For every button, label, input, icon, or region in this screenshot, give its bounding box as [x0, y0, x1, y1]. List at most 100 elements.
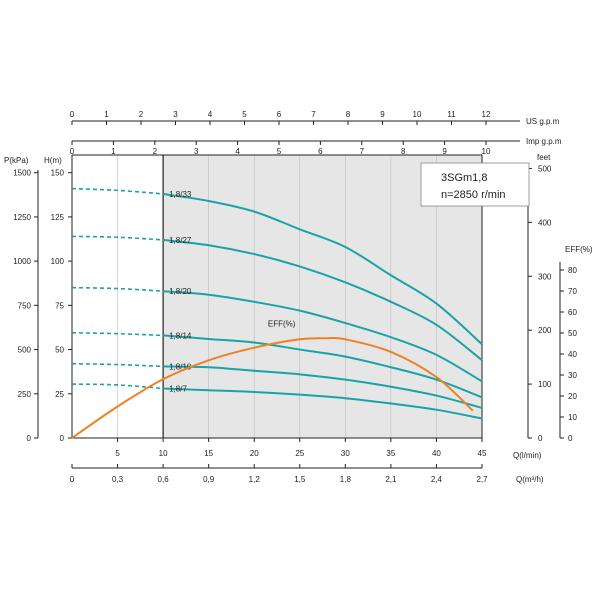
eff-tick-label: 20	[568, 392, 577, 401]
pressure-tick-label: 1250	[13, 213, 31, 222]
us-gpm-tick-label: 11	[447, 110, 456, 119]
pressure-tick-label: 1000	[13, 257, 31, 266]
eff-axis-label: EFF(%)	[565, 245, 593, 254]
head-axis-label: H(m)	[44, 156, 62, 165]
head-curve-line	[162, 192, 483, 346]
head-curve-label: 1,8/14	[169, 331, 192, 340]
imp-gpm-tick-label: 4	[235, 147, 240, 156]
imp-gpm-tick-label: 1	[111, 147, 116, 156]
q-lmin-axis-label: Q(l/min)	[513, 451, 542, 460]
model-info-box	[420, 162, 530, 207]
head-curve-1-8-20: 1,8/20	[71, 286, 483, 383]
us-gpm-tick-label: 10	[413, 110, 422, 119]
q-lmin-tick-label: 10	[159, 449, 168, 458]
q-lmin-tick-label: 35	[386, 449, 395, 458]
eff-tick-label: 50	[568, 329, 577, 338]
imp-gpm-tick-label: 5	[277, 147, 282, 156]
head-curve-label: 1,8/27	[169, 236, 192, 245]
head-curve-dashed-segment	[71, 187, 164, 195]
us-gpm-tick-label: 2	[139, 110, 144, 119]
head-tick-label: 150	[51, 169, 65, 178]
q-lmin-tick-label: 25	[295, 449, 304, 458]
head-tick-label: 0	[60, 434, 65, 443]
efficiency-curve: EFF(%)	[71, 319, 474, 439]
q-m3h-tick-label: 0	[70, 475, 75, 484]
us-gpm-tick-label: 9	[380, 110, 385, 119]
head-curve-dashed-segment	[71, 383, 164, 390]
us-gpm-tick-label: 12	[482, 110, 491, 119]
imp-gpm-tick-label: 9	[442, 147, 447, 156]
imp-gpm-tick-label: 0	[70, 147, 75, 156]
feet-tick-label: 200	[538, 326, 552, 335]
us-gpm-tick-label: 6	[277, 110, 282, 119]
speed-label: n=2850 r/min	[441, 189, 506, 201]
pressure-tick-label: 0	[27, 434, 32, 443]
imp-gpm-tick-label: 6	[318, 147, 323, 156]
eff-tick-label: 40	[568, 350, 577, 359]
imp-gpm-tick-label: 8	[401, 147, 406, 156]
head-curve-dashed-segment	[71, 235, 164, 241]
feet-tick-label: 0	[538, 434, 543, 443]
head-curve-line	[163, 290, 483, 383]
q-m3h-tick-label: 1,8	[340, 475, 352, 484]
head-curve-line	[162, 238, 483, 361]
head-curve-1-8-7: 1,8/7	[71, 383, 483, 420]
pressure-tick-label: 750	[18, 301, 32, 310]
head-curve-1-8-33: 1,8/33	[71, 187, 483, 346]
model-label: 3SGm1,8	[441, 172, 487, 184]
q-m3h-tick-label: 2,4	[431, 475, 443, 484]
head-tick-label: 25	[55, 390, 64, 399]
q-m3h-tick-label: 0,3	[112, 475, 124, 484]
head-curve-line	[163, 334, 483, 399]
efficiency-curve-line	[71, 336, 474, 439]
head-curves: 1,8/33 1,8/27 1,8/20 1,8/14 1,8/10 1,8/7	[71, 187, 483, 420]
q-lmin-tick-label: 45	[478, 449, 487, 458]
q-m3h-tick-label: 2,1	[385, 475, 397, 484]
head-curve-label: 1,8/33	[169, 190, 192, 199]
head-curve-1-8-27: 1,8/27	[71, 235, 483, 361]
feet-axis-label: feet	[537, 153, 551, 162]
eff-tick-label: 80	[568, 266, 577, 275]
head-tick-label: 125	[51, 213, 65, 222]
head-curve-label: 1,8/20	[169, 287, 192, 296]
eff-tick-label: 70	[568, 287, 577, 296]
imp-gpm-tick-label: 7	[360, 147, 365, 156]
head-curve-label: 1,8/10	[169, 362, 192, 371]
us-gpm-tick-label: 7	[311, 110, 316, 119]
q-m3h-axis-label: Q(m³/h)	[516, 475, 544, 484]
head-curve-line	[163, 387, 483, 420]
eff-tick-label: 10	[568, 413, 577, 422]
us-gpm-axis-label: US g.p.m	[526, 117, 560, 126]
feet-tick-label: 300	[538, 272, 552, 281]
head-curve-dashed-segment	[71, 331, 164, 337]
us-gpm-tick-label: 5	[242, 110, 247, 119]
head-tick-label: 75	[55, 301, 64, 310]
imp-gpm-tick-label: 2	[153, 147, 158, 156]
efficiency-curve-label: EFF(%)	[268, 319, 296, 328]
q-m3h-tick-label: 1,2	[249, 475, 261, 484]
us-gpm-tick-label: 3	[173, 110, 178, 119]
us-gpm-tick-label: 4	[208, 110, 213, 119]
head-tick-label: 100	[51, 257, 65, 266]
q-lmin-tick-label: 40	[432, 449, 441, 458]
pressure-tick-label: 250	[18, 390, 32, 399]
us-gpm-tick-label: 8	[346, 110, 351, 119]
us-gpm-tick-label: 1	[104, 110, 109, 119]
pressure-tick-label: 500	[18, 346, 32, 355]
head-curve-1-8-10: 1,8/10	[71, 362, 483, 409]
imp-gpm-tick-label: 3	[194, 147, 199, 156]
q-m3h-tick-label: 1,5	[294, 475, 306, 484]
imp-gpm-tick-label: 10	[482, 147, 491, 156]
q-m3h-tick-label: 0,6	[158, 475, 170, 484]
head-tick-label: 50	[55, 346, 64, 355]
head-curve-dashed-segment	[71, 286, 164, 292]
eff-tick-label: 60	[568, 308, 577, 317]
q-lmin-tick-label: 20	[250, 449, 259, 458]
pressure-axis-label: P(kPa)	[4, 156, 29, 165]
q-lmin-tick-label: 15	[204, 449, 213, 458]
feet-tick-label: 500	[538, 164, 552, 173]
pressure-tick-label: 1500	[13, 169, 31, 178]
head-curve-line	[163, 365, 483, 409]
